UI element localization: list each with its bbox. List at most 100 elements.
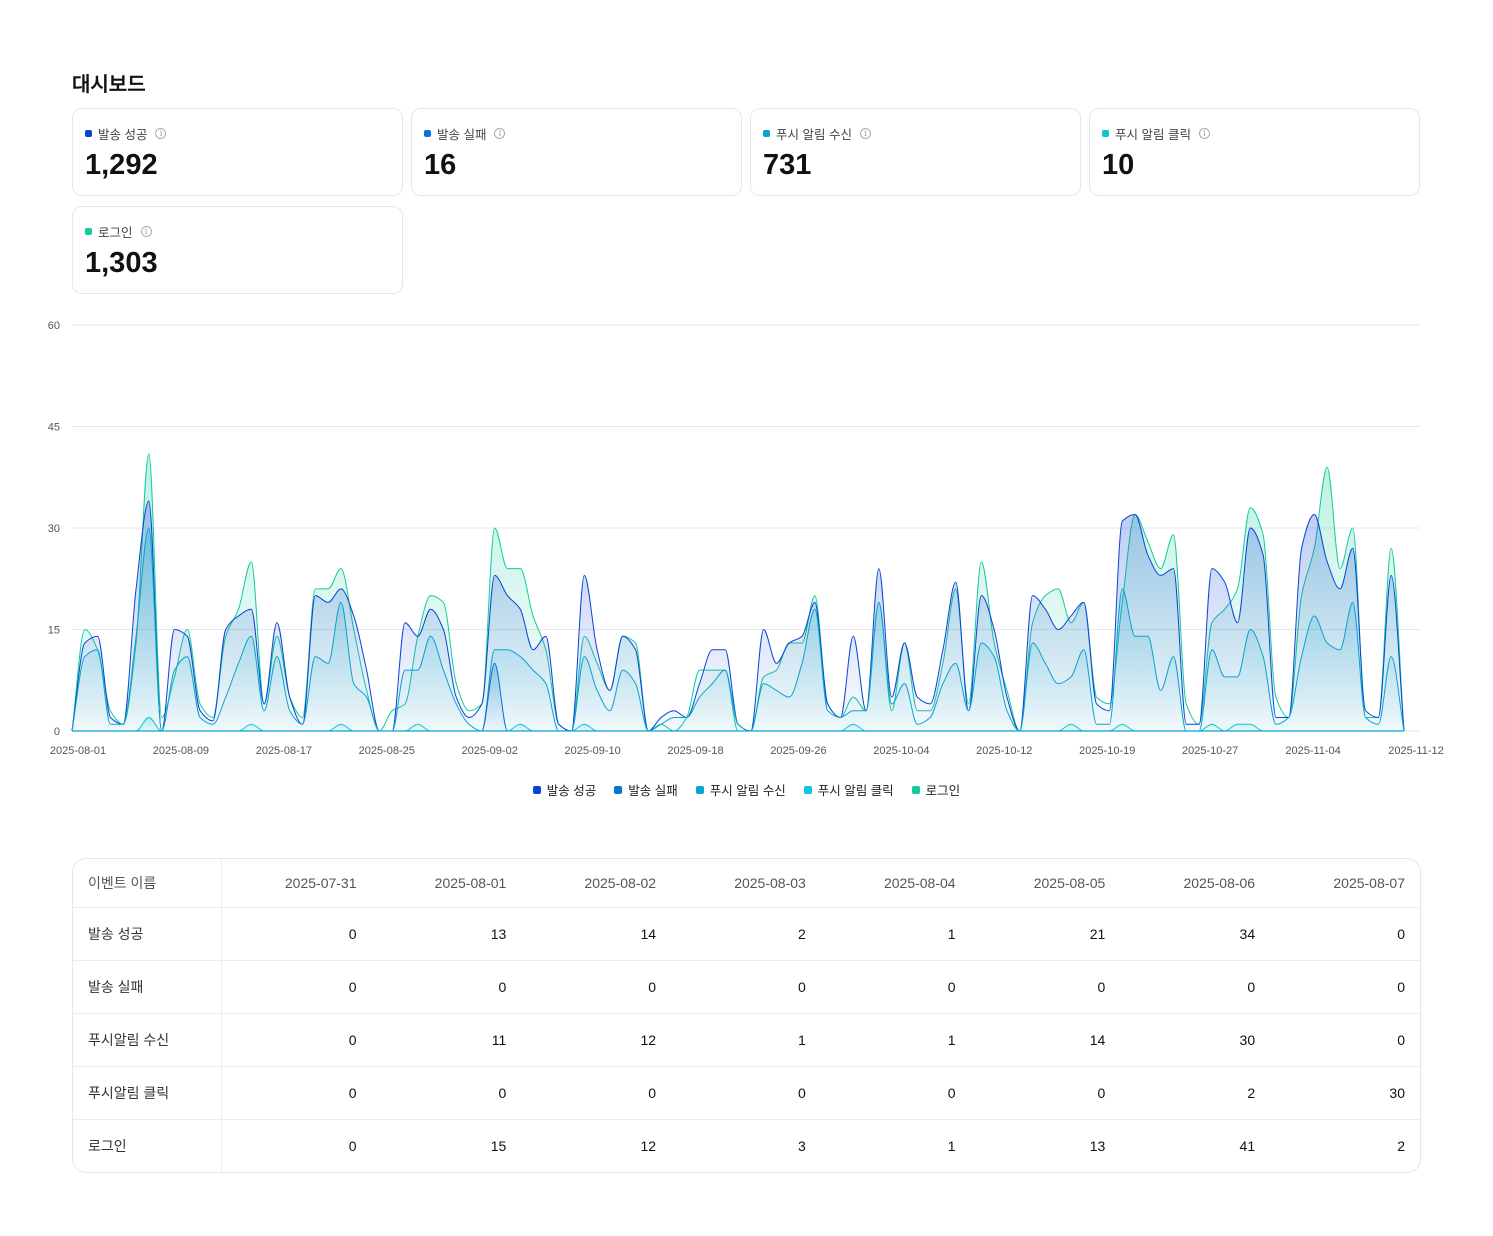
info-icon[interactable]: i — [1198, 128, 1210, 139]
y-tick-label: 15 — [48, 625, 60, 637]
value-cell: 1 — [820, 1013, 971, 1067]
x-tick-label: 2025-10-27 — [1182, 745, 1238, 757]
x-tick-label: 2025-10-19 — [1079, 745, 1135, 757]
x-tick-label: 2025-09-10 — [564, 745, 620, 757]
value-cell: 30 — [1120, 1013, 1271, 1067]
legend-item[interactable]: 푸시 알림 수신 — [695, 780, 786, 799]
value-cell: 41 — [1239, 1137, 1256, 1154]
value-cell: 30 — [1270, 1066, 1420, 1120]
value-cell: 0 — [221, 1013, 372, 1067]
value-cell: 0 — [371, 960, 522, 1014]
table-row: 발송 성공 0 13 14 2 1 21 34 0 — [73, 907, 1420, 961]
value-cell: 0 — [820, 960, 971, 1014]
metric-label: 푸시 알림 클릭 — [1115, 128, 1191, 142]
table-header-row: 이벤트 이름 2025-07-31 2025-08-01 2025-08-02 2025… — [73, 859, 1420, 908]
x-tick-label: 2025-08-25 — [359, 745, 415, 757]
legend-label: 발송 실패 — [628, 784, 678, 798]
value-cell: 14 — [970, 1013, 1121, 1067]
x-tick-label: 2025-11-04 — [1285, 745, 1340, 757]
metric-card: 푸시 알림 클릭 i 10 — [1089, 108, 1420, 196]
metric-value: 731 — [763, 149, 812, 181]
column-header-date: 2025-08-07 — [1270, 859, 1420, 908]
value-cell: 2 — [671, 907, 821, 961]
series-color-dot — [763, 130, 770, 137]
series-color-dot — [85, 130, 92, 137]
value-cell: 1 — [671, 1013, 821, 1067]
metric-label: 발송 성공 — [98, 128, 148, 142]
x-tick-label: 2025-08-17 — [256, 745, 312, 757]
legend-color-dot — [803, 785, 812, 794]
column-header-date: 2025-08-01 — [371, 859, 522, 908]
x-tick-label: 2025-10-04 — [873, 745, 929, 757]
value-cell: 0 — [970, 1066, 1121, 1120]
column-header-date: 2025-08-03 — [671, 859, 821, 908]
legend-item[interactable]: 푸시 알림 클릭 — [803, 780, 894, 799]
value-cell: 12 — [640, 1137, 657, 1154]
value-cell: 0 — [521, 960, 672, 1014]
value-cell: 0 — [1120, 960, 1271, 1014]
series-area — [72, 717, 1404, 731]
metric-label: 발송 실패 — [437, 128, 487, 142]
column-header-date: 2025-08-04 — [820, 859, 971, 908]
metric-label: 푸시 알림 수신 — [776, 128, 852, 142]
metric-card: 발송 성공 i 1,292 — [72, 108, 403, 196]
table-row: 푸시알림 수신 0 11 12 1 1 14 30 0 — [73, 1013, 1420, 1067]
info-icon[interactable]: i — [155, 128, 167, 139]
column-header-event-name: 이벤트 이름 — [73, 859, 223, 908]
table-row: 발송 실패 0 0 0 0 0 0 0 0 — [73, 960, 1420, 1014]
info-icon[interactable]: i — [494, 128, 506, 139]
value-cell: 0 — [521, 1066, 672, 1120]
metric-label: 로그인 — [98, 226, 133, 240]
events-table: 이벤트 이름 2025-07-31 2025-08-01 2025-08-02 2025… — [72, 858, 1421, 1173]
value-cell: 3 — [798, 1137, 806, 1154]
legend-item[interactable]: 발송 실패 — [614, 780, 678, 799]
legend-color-dot — [614, 785, 623, 794]
metric-value: 10 — [1102, 149, 1135, 181]
value-cell: 12 — [521, 1013, 672, 1067]
legend-item[interactable]: 발송 성공 — [532, 780, 597, 799]
x-tick-label: 2025-09-02 — [462, 745, 518, 757]
value-cell: 0 — [671, 960, 821, 1014]
value-cell: 0 — [1270, 907, 1420, 961]
value-cell: 0 — [348, 1137, 357, 1154]
column-header-date: 2025-08-06 — [1120, 859, 1271, 908]
value-cell: 0 — [221, 960, 372, 1014]
legend-color-dot — [695, 785, 704, 794]
legend-item[interactable]: 로그인 — [911, 780, 960, 799]
legend-color-dot — [911, 785, 920, 794]
value-cell: 13 — [371, 907, 522, 961]
value-cell: 1 — [947, 1137, 956, 1154]
event-name-cell: 발송 성공 — [73, 907, 223, 961]
value-cell: 0 — [970, 960, 1121, 1014]
event-name-cell: 푸시알림 클릭 — [73, 1066, 223, 1120]
event-name-cell: 로그인 — [73, 1119, 223, 1172]
x-tick-label: 2025-08-01 — [50, 745, 106, 757]
value-cell: 0 — [221, 1066, 372, 1120]
value-cell: 0 — [221, 907, 372, 961]
x-tick-label: 2025-09-26 — [770, 745, 826, 757]
legend-label: 푸시 알림 수신 — [709, 784, 786, 798]
event-name-cell: 발송 실패 — [73, 960, 223, 1014]
metric-value: 1,303 — [85, 247, 158, 279]
value-cell: 15 — [490, 1137, 507, 1154]
series-color-dot — [85, 228, 92, 235]
metric-card: 발송 실패 i 16 — [411, 108, 742, 196]
value-cell: 0 — [1270, 1013, 1420, 1067]
metric-value: 1,292 — [85, 149, 158, 181]
value-cell: 13 — [1089, 1137, 1106, 1154]
legend-label: 발송 성공 — [546, 784, 597, 798]
event-name-cell: 푸시알림 수신 — [73, 1013, 223, 1067]
value-cell: 0 — [1270, 960, 1420, 1014]
info-icon[interactable]: i — [859, 128, 871, 139]
legend-color-dot — [532, 785, 541, 794]
value-cell: 2 — [1397, 1137, 1405, 1154]
page-title: 대시보드 — [72, 74, 146, 96]
value-cell: 0 — [371, 1066, 522, 1120]
column-header-date: 2025-08-02 — [521, 859, 672, 908]
info-icon[interactable]: i — [140, 226, 152, 237]
series-color-dot — [1102, 130, 1109, 137]
value-cell: 11 — [371, 1013, 522, 1067]
y-tick-label: 30 — [48, 523, 60, 535]
legend-label: 푸시 알림 클릭 — [817, 784, 894, 798]
value-cell: 0 — [820, 1066, 971, 1120]
